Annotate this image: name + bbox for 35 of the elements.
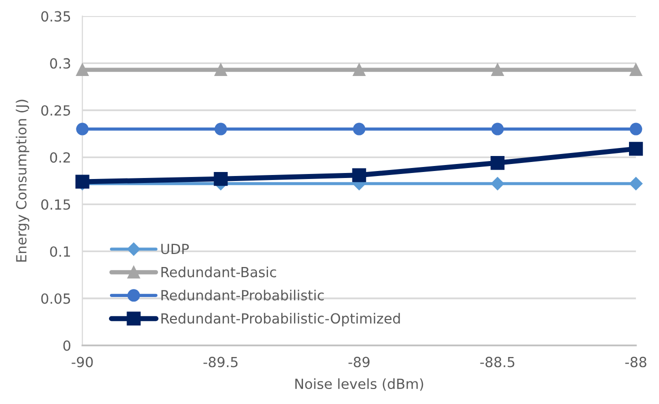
legend-label: UDP <box>161 244 189 254</box>
point <box>76 122 89 136</box>
point <box>630 122 642 136</box>
x-tick-label: -88.5 <box>480 356 514 368</box>
y-tick-label: 0.2 <box>50 152 70 163</box>
point <box>491 122 504 136</box>
y-tick-label: 0.35 <box>41 11 70 22</box>
point <box>491 64 504 76</box>
legend-label: Redundant-Probabilistic-Optimized <box>161 312 400 326</box>
point <box>352 122 366 136</box>
y-tick-label: 0.05 <box>41 293 70 304</box>
point <box>630 64 642 76</box>
point <box>628 142 643 156</box>
point <box>629 177 643 190</box>
y-tick-label: 0.1 <box>50 246 70 257</box>
point <box>490 177 504 190</box>
point <box>490 156 504 170</box>
point <box>76 64 89 76</box>
point <box>352 64 366 76</box>
legend-label: Redundant-Basic <box>161 266 276 278</box>
point <box>352 168 366 182</box>
legend-label: Redundant-Probabilistic <box>161 290 324 300</box>
point <box>214 122 228 136</box>
y-tick-label: 0.25 <box>41 105 70 116</box>
x-tick-label: -89.5 <box>203 356 238 368</box>
x-tick-label: -88 <box>625 356 646 368</box>
y-tick-label: 0.3 <box>50 58 70 69</box>
point <box>214 64 228 76</box>
x-tick-label: -89 <box>348 356 370 368</box>
point <box>214 172 228 186</box>
y-tick-label: 0.15 <box>41 199 70 210</box>
x-tick-label: -90 <box>72 356 93 368</box>
y-tick-label: 0 <box>63 340 70 351</box>
y-axis-title: Energy Consumption (J) <box>16 100 30 262</box>
x-axis-title: Noise levels (dBm) <box>295 378 424 391</box>
